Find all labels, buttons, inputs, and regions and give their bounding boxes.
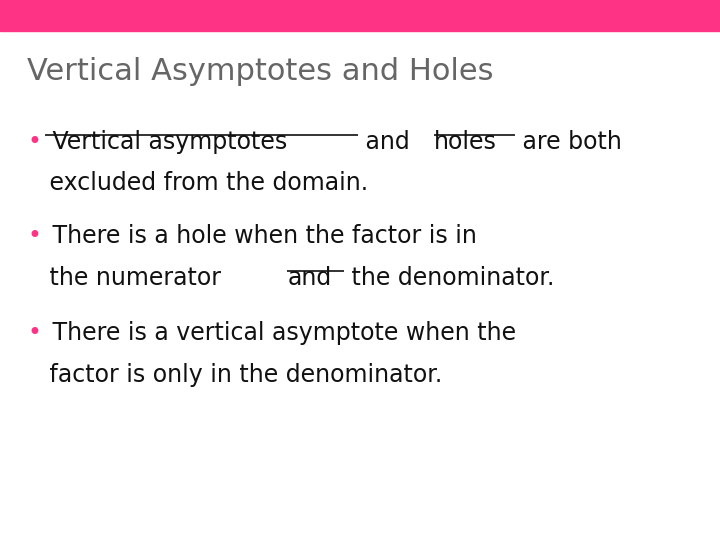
- Text: factor is only in the denominator.: factor is only in the denominator.: [27, 363, 443, 387]
- Text: and: and: [358, 130, 417, 153]
- Text: •: •: [27, 321, 41, 345]
- Text: There is a hole when the factor is in: There is a hole when the factor is in: [45, 224, 477, 248]
- Text: •: •: [27, 224, 41, 248]
- Text: and: and: [287, 266, 332, 289]
- Text: the numerator: the numerator: [27, 266, 229, 289]
- Text: the denominator.: the denominator.: [344, 266, 555, 289]
- Text: holes: holes: [434, 130, 498, 153]
- Text: excluded from the domain.: excluded from the domain.: [27, 171, 369, 195]
- Text: Vertical Asymptotes and Holes: Vertical Asymptotes and Holes: [27, 57, 494, 86]
- Text: There is a vertical asymptote when the: There is a vertical asymptote when the: [45, 321, 516, 345]
- Text: are both: are both: [516, 130, 622, 153]
- Text: •: •: [27, 130, 41, 153]
- Text: Vertical asymptotes: Vertical asymptotes: [45, 130, 287, 153]
